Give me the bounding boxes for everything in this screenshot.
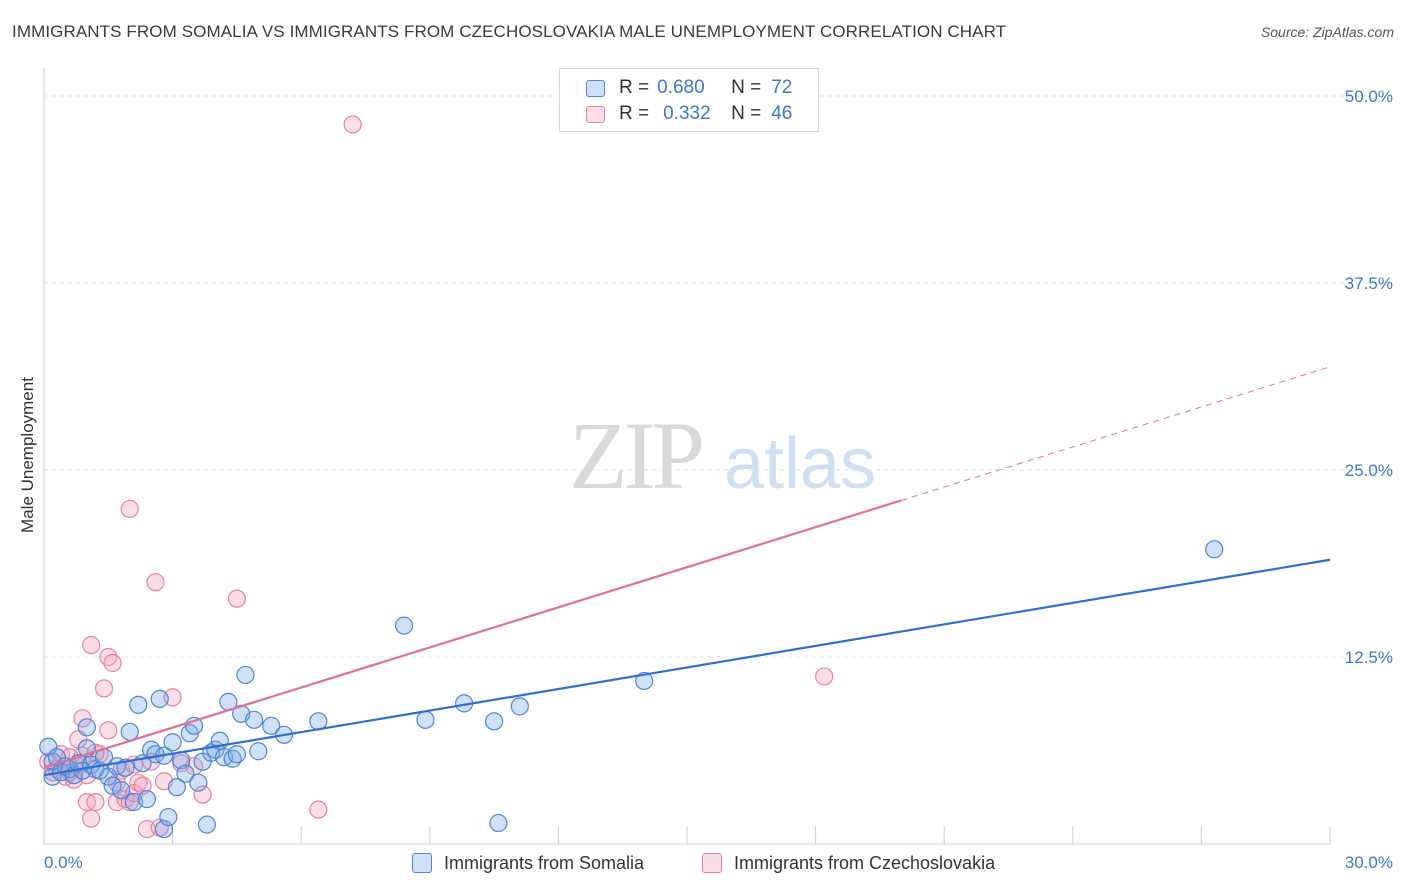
y-tick-label: 50.0% — [1345, 87, 1393, 106]
somalia-point — [167, 778, 186, 797]
czech-point — [120, 499, 139, 518]
czech-point — [103, 653, 122, 673]
czech-point — [133, 776, 152, 795]
somalia-point — [150, 689, 169, 708]
chart-title: IMMIGRANTS FROM SOMALIA VS IMMIGRANTS FR… — [12, 22, 1007, 41]
czech-point — [193, 785, 212, 804]
somalia-point — [163, 733, 182, 752]
czech-point — [99, 721, 118, 740]
somalia-point — [137, 790, 156, 809]
czech-point — [343, 115, 362, 134]
somalia-point — [116, 758, 135, 777]
tick-labels: 12.5% 25.0% 37.5% 50.0% 0.0% 30.0% — [44, 87, 1393, 872]
r-label: R = — [619, 77, 650, 98]
watermark-zip: ZIP — [569, 402, 702, 509]
somalia-point — [154, 819, 174, 839]
somalia-point — [635, 671, 654, 691]
somalia-point — [227, 745, 246, 764]
somalia-point — [129, 695, 148, 714]
somalia-point — [120, 722, 139, 741]
r-value: 0.680 — [657, 77, 705, 98]
grid-lines — [44, 95, 1390, 658]
czech-point — [94, 679, 114, 698]
legend-item-czech[interactable]: Immigrants from Czechoslovakia — [702, 852, 995, 874]
n-label: N = — [731, 77, 762, 98]
stats-legend: R = 0.680 N = 72 R = 0.332 N = 46 — [559, 68, 819, 132]
czech-point — [227, 589, 246, 608]
somalia-point — [112, 781, 131, 800]
czech-point — [815, 667, 834, 686]
somalia-point — [1205, 540, 1224, 559]
somalia-point — [244, 710, 264, 729]
legend-label-somalia: Immigrants from Somalia — [444, 852, 645, 873]
somalia-point — [489, 813, 508, 833]
watermark: ZIP atlas — [569, 402, 876, 509]
czech-point — [73, 709, 92, 728]
legend-row-czech: R = 0.332 N = 46 — [586, 103, 792, 125]
n-value: 72 — [771, 77, 793, 98]
czech-trend-extension — [901, 366, 1331, 501]
r-label: R = — [619, 103, 650, 124]
czech-points — [39, 115, 834, 839]
czech-point — [309, 800, 328, 819]
somalia-point — [77, 718, 96, 737]
legend-row-somalia: R = 0.680 N = 72 — [586, 77, 792, 99]
y-tick-label: 12.5% — [1345, 648, 1393, 667]
somalia-point — [236, 665, 255, 685]
somalia-point — [159, 807, 178, 827]
somalia-swatch — [412, 853, 432, 873]
r-value: 0.332 — [663, 103, 711, 124]
somalia-point — [176, 764, 195, 783]
chart-source: Source: ZipAtlas.com — [1260, 24, 1394, 40]
x-tick-label: 0.0% — [44, 853, 83, 872]
czech-point — [82, 635, 101, 655]
czech-swatch — [586, 105, 605, 123]
y-axis-label: Male Unemployment — [18, 377, 37, 533]
somalia-point — [103, 776, 122, 795]
somalia-point — [262, 716, 281, 735]
somalia-trend-line — [43, 558, 1331, 777]
somalia-point — [510, 697, 529, 716]
somalia-point — [197, 815, 216, 834]
somalia-point — [249, 742, 268, 761]
n-value: 46 — [771, 103, 793, 124]
czech-swatch — [702, 853, 722, 873]
somalia-swatch — [586, 79, 605, 97]
legend-item-somalia[interactable]: Immigrants from Somalia — [412, 852, 644, 874]
czech-point — [146, 573, 165, 592]
legend-label-czech: Immigrants from Czechoslovakia — [734, 852, 996, 873]
x-tick-label: 30.0% — [1345, 853, 1393, 872]
czech-point — [86, 793, 105, 812]
trend-lines — [43, 366, 1331, 777]
somalia-point — [485, 712, 504, 731]
axes — [43, 68, 1331, 845]
watermark-atlas: atlas — [724, 424, 876, 504]
y-tick-label: 37.5% — [1345, 274, 1393, 293]
czech-point — [82, 809, 101, 828]
somalia-point — [189, 773, 208, 792]
n-label: N = — [731, 103, 762, 124]
somalia-point — [416, 710, 435, 729]
y-tick-label: 25.0% — [1345, 461, 1393, 480]
czech-trend-line — [43, 499, 902, 769]
somalia-point — [394, 616, 414, 635]
